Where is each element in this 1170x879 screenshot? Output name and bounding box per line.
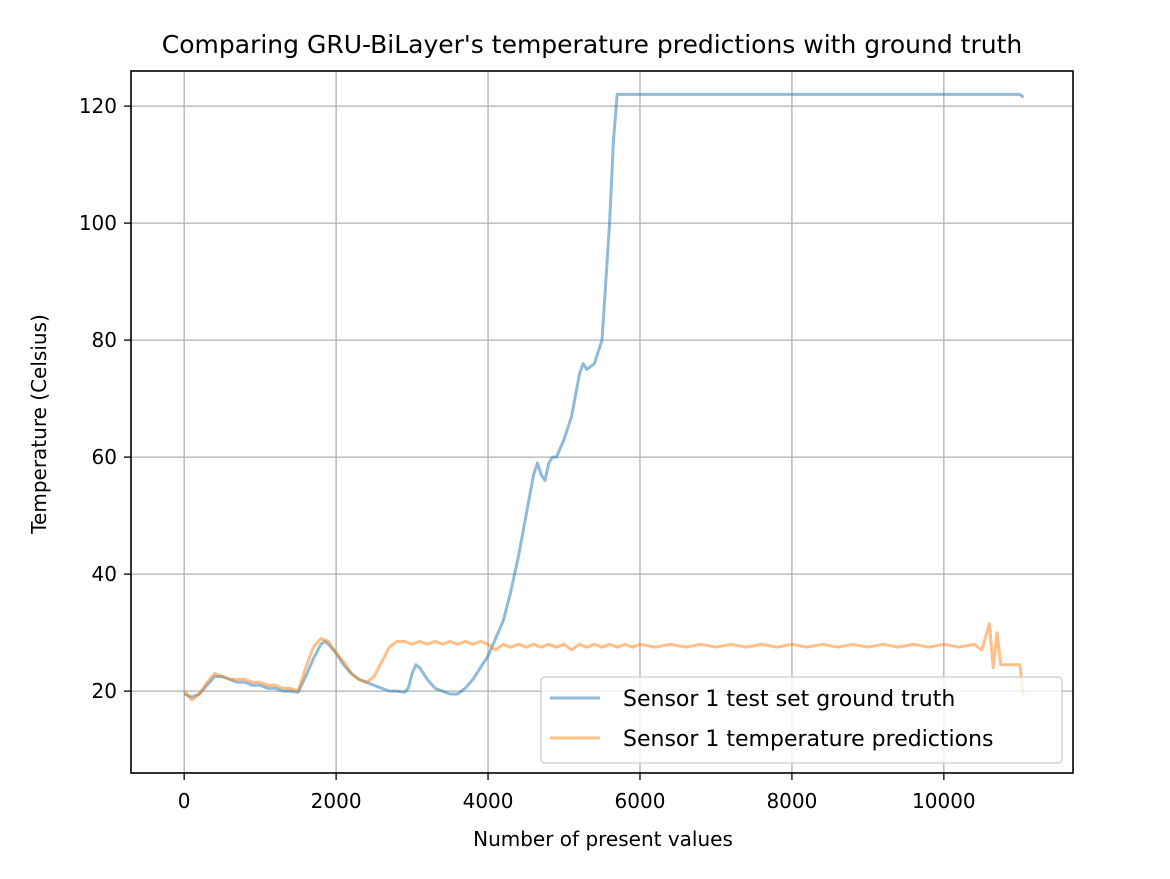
legend-label: Sensor 1 temperature predictions: [623, 727, 994, 752]
x-tick-label: 0: [178, 789, 191, 813]
x-tick-label: 4000: [463, 789, 514, 813]
x-tick-label: 10000: [912, 789, 976, 813]
legend: Sensor 1 test set ground truth Sensor 1 t…: [540, 676, 1063, 764]
series-line-2: [183, 622, 1026, 702]
y-tick-label: 100: [79, 211, 117, 235]
plot-frame: [130, 70, 1074, 774]
legend-label: Sensor 1 test set ground truth: [623, 687, 955, 712]
plot-area: 0 2000 4000 6000 8000 10000 20 40 60 80 100 120: [79, 70, 1074, 813]
y-tick-label: 80: [92, 328, 117, 352]
x-tick-label: 6000: [615, 789, 666, 813]
y-tick-label: 120: [79, 94, 117, 118]
x-tick-label: 8000: [766, 789, 817, 813]
y-tick-label: 40: [92, 562, 117, 586]
y-axis-label: Temperature (Celsius): [27, 314, 51, 535]
chart-title: Comparing GRU-BiLayer's temperature pred…: [162, 30, 1022, 59]
y-tick-label: 20: [92, 679, 117, 703]
legend-box: [540, 676, 1063, 764]
x-tick-label: 2000: [311, 789, 362, 813]
series-line-1: [183, 92, 1025, 699]
x-axis-label: Number of present values: [473, 827, 733, 851]
y-tick-label: 60: [92, 445, 117, 469]
plot-background: [131, 71, 1073, 773]
